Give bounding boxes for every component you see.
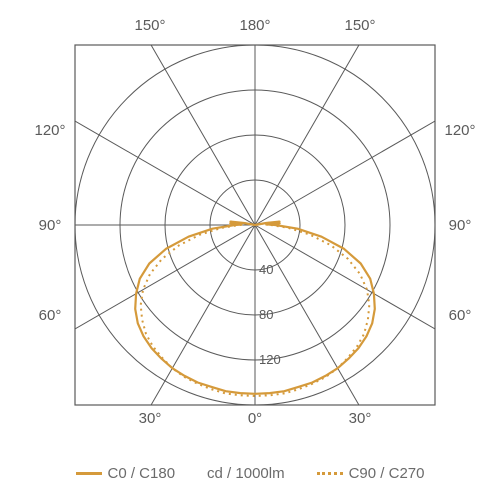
legend-label: C0 / C180 [108, 465, 176, 482]
legend-label: cd / 1000lm [207, 465, 285, 482]
photometric-polar-chart: 40 80 120 180° 150° 150° 120° 90° 60° 120° 90° 60° 3… [0, 0, 500, 500]
legend: C0 / C180 cd / 1000lm C90 / C270 [0, 465, 500, 482]
svg-text:90°: 90° [449, 217, 472, 234]
svg-text:120°: 120° [34, 122, 65, 139]
legend-unit: cd / 1000lm [207, 465, 285, 482]
svg-text:80: 80 [259, 307, 273, 322]
chart-canvas: 40 80 120 180° 150° 150° 120° 90° 60° 120° 90° 60° 3… [0, 0, 500, 460]
svg-text:120°: 120° [444, 122, 475, 139]
svg-text:0°: 0° [248, 410, 262, 427]
svg-text:120: 120 [259, 352, 281, 367]
svg-text:60°: 60° [39, 307, 62, 324]
svg-text:150°: 150° [344, 17, 375, 34]
svg-text:180°: 180° [239, 17, 270, 34]
svg-text:30°: 30° [349, 410, 372, 427]
svg-text:90°: 90° [39, 217, 62, 234]
svg-text:150°: 150° [134, 17, 165, 34]
legend-swatch-solid [76, 472, 102, 475]
svg-text:30°: 30° [139, 410, 162, 427]
legend-item-c90: C90 / C270 [317, 465, 425, 482]
svg-text:60°: 60° [449, 307, 472, 324]
legend-label: C90 / C270 [349, 465, 425, 482]
legend-swatch-dotted [317, 472, 343, 475]
svg-text:40: 40 [259, 262, 273, 277]
legend-item-c0: C0 / C180 [76, 465, 176, 482]
